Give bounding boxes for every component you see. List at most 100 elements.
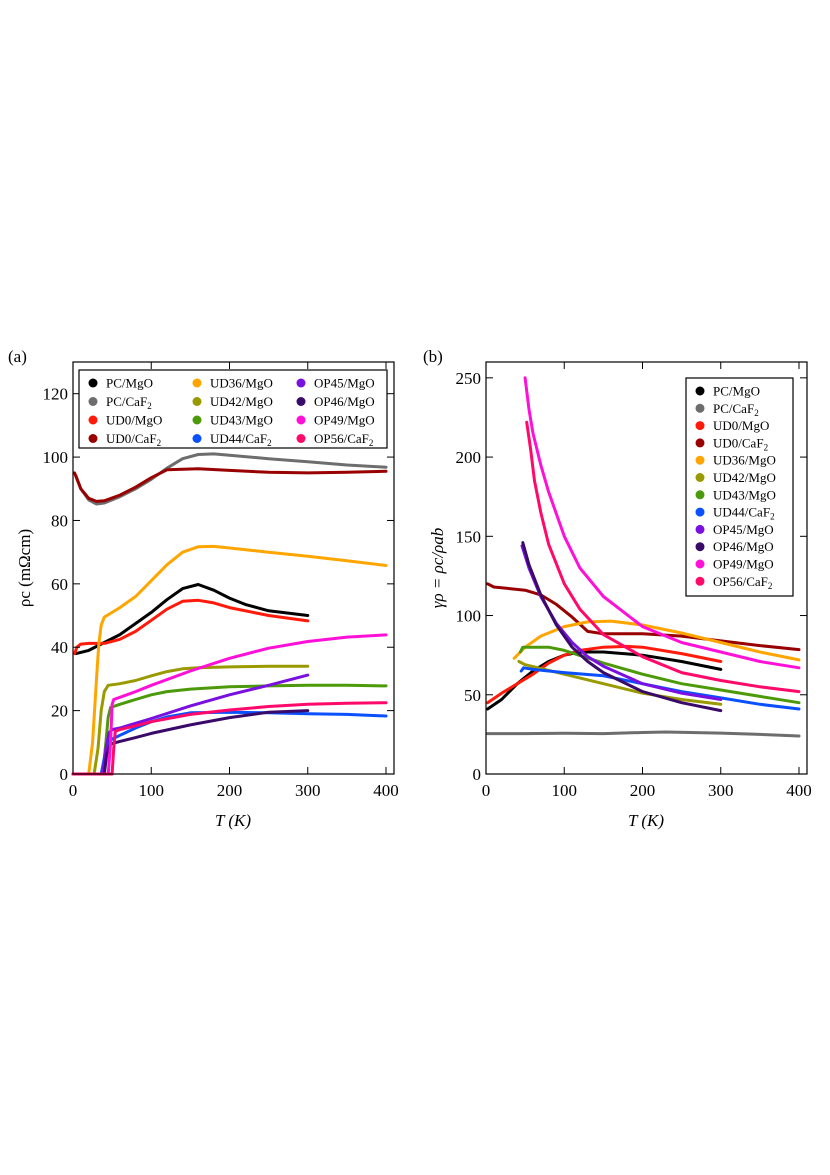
legend-label: UD0/MgO	[106, 413, 162, 428]
legend-marker	[192, 378, 202, 388]
y-tick-label: 250	[456, 369, 482, 388]
legend-marker	[88, 434, 98, 443]
legend-label: UD0/CaF2	[106, 431, 161, 448]
x-tick-label: 200	[630, 781, 656, 800]
legend-label: PC/MgO	[106, 376, 153, 391]
series-line-ud0-mgo	[73, 598, 310, 656]
legend-marker	[695, 542, 705, 552]
y-tick-label: 80	[51, 511, 68, 530]
series-line-op49-mgo	[71, 633, 388, 776]
legend-marker	[296, 378, 306, 388]
x-tick-label: 300	[295, 781, 321, 800]
plot-frame	[72, 361, 395, 775]
legend: PC/MgOPC/CaF2UD0/MgOUD0/CaF2UD36/MgOUD42…	[685, 377, 794, 597]
legend-label: UD36/MgO	[210, 376, 273, 391]
panel-b: (b) T (K) γρ = ρc/ρab 0 100 200 300 400 0 50 10…	[423, 347, 812, 830]
legend-label: UD42/MgO	[713, 470, 776, 485]
series-line-pc-caf2	[486, 730, 801, 738]
legend-label: UD0/CaF2	[713, 435, 768, 452]
legend-label: OP49/MgO	[314, 413, 375, 428]
legend-label: OP56/CaF2	[713, 574, 772, 591]
x-tick-label: 0	[482, 781, 491, 800]
series-line-ud0-caf2	[73, 467, 388, 503]
x-tick-label: 100	[552, 781, 578, 800]
panel-label-b: (b)	[423, 347, 443, 366]
series-line-ud36-mgo	[512, 619, 801, 662]
y-tick-label: 120	[43, 385, 69, 404]
series-line-op46-mgo	[521, 541, 723, 713]
series-line-ud44-caf2	[519, 666, 801, 711]
series-line-ud42-mgo	[517, 660, 723, 706]
legend-label: UD44/CaF2	[210, 431, 272, 448]
legend-marker	[192, 397, 202, 406]
y-tick-label: 200	[456, 448, 482, 467]
series-line-op49-mgo	[523, 376, 801, 670]
plot-frame	[485, 361, 808, 775]
legend-label: OP49/MgO	[713, 557, 774, 572]
legend-marker	[192, 434, 202, 443]
y-axis-label-a: ρc (mΩcm)	[15, 529, 34, 607]
legend-label: PC/MgO	[713, 384, 760, 399]
legend-label: OP45/MgO	[314, 376, 375, 391]
x-tick-label: 300	[708, 781, 734, 800]
series-line-op56-caf2	[525, 420, 801, 694]
x-tick-label: 400	[373, 781, 399, 800]
legend-label: UD43/MgO	[210, 413, 273, 428]
legend-label: OP46/MgO	[314, 394, 375, 409]
legend-marker	[88, 415, 98, 425]
x-tick-label: 0	[69, 781, 78, 800]
series-line-ud44-caf2	[71, 710, 388, 776]
legend-marker	[695, 438, 705, 448]
legend-marker	[695, 507, 705, 517]
x-tick-label: 400	[786, 781, 812, 800]
legend-marker	[296, 434, 306, 443]
legend-marker	[296, 415, 306, 425]
legend-marker	[695, 473, 705, 482]
series-line-pc-mgo	[74, 583, 310, 656]
y-tick-label: 60	[51, 575, 68, 594]
series-line-ud42-mgo	[71, 664, 310, 776]
series-line-op56-caf2	[71, 701, 388, 776]
legend-label: PC/CaF2	[713, 401, 759, 418]
legend-marker	[695, 576, 705, 586]
series-line-pc-caf2	[74, 452, 388, 506]
legend-marker	[695, 421, 705, 431]
legend-marker	[88, 378, 98, 388]
series-line-ud43-mgo	[518, 645, 801, 705]
legend-box	[685, 377, 794, 597]
legend-marker	[88, 397, 98, 406]
legend-label: OP56/CaF2	[314, 431, 373, 448]
legend-label: UD44/CaF2	[713, 505, 775, 522]
x-axis-label-a: T (K)	[215, 811, 251, 830]
y-tick-label: 150	[456, 527, 482, 546]
series-line-ud36-mgo	[71, 544, 388, 776]
legend-marker	[695, 386, 705, 396]
legend-label: UD0/MgO	[713, 418, 769, 433]
series-line-ud43-mgo	[71, 683, 388, 776]
legend-marker	[695, 559, 705, 569]
y-tick-label: 0	[60, 765, 69, 784]
legend-marker	[695, 524, 705, 534]
panel-a: (a) T (K) ρc (mΩcm) 0 100 200 300 400 0 20 40 60…	[8, 347, 399, 830]
panel-label-a: (a)	[8, 347, 27, 366]
x-tick-label: 200	[217, 781, 243, 800]
series-line-op46-mgo	[71, 709, 310, 776]
y-tick-label: 100	[43, 448, 69, 467]
legend-marker	[296, 397, 306, 406]
x-axis-label-b: T (K)	[628, 811, 664, 830]
legend-label: PC/CaF2	[106, 394, 152, 411]
y-tick-label: 50	[464, 686, 481, 705]
legend-marker	[695, 490, 705, 500]
legend: PC/MgOPC/CaF2UD0/MgOUD0/CaF2UD36/MgOUD42…	[78, 369, 388, 449]
y-tick-label: 100	[456, 607, 482, 626]
series-line-op45-mgo	[71, 673, 310, 776]
y-tick-label: 40	[51, 638, 68, 657]
x-tick-label: 100	[139, 781, 165, 800]
legend-marker	[695, 455, 705, 465]
y-tick-label: 0	[473, 765, 482, 784]
y-axis-label-b: γρ = ρc/ρab	[428, 528, 447, 608]
legend-label: UD43/MgO	[713, 487, 776, 502]
y-tick-label: 20	[51, 702, 68, 721]
legend-marker	[695, 403, 705, 413]
